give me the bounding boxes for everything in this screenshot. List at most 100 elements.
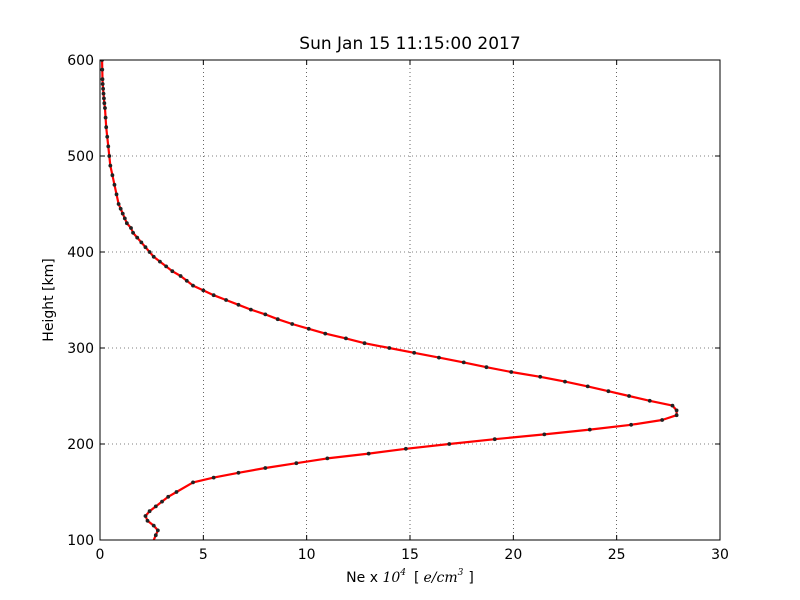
data-point bbox=[108, 163, 113, 168]
data-point bbox=[104, 125, 109, 130]
data-point bbox=[147, 250, 152, 254]
data-point bbox=[103, 115, 108, 120]
data-point bbox=[131, 230, 135, 235]
x-axis-label-prefix: Ne x bbox=[346, 570, 382, 586]
x-axis-label: Ne x 104 [e/cm3] bbox=[346, 568, 474, 586]
data-point bbox=[224, 298, 228, 302]
data-point bbox=[587, 427, 592, 432]
data-point bbox=[164, 264, 169, 269]
chart-title: Sun Jan 15 11:15:00 2017 bbox=[299, 34, 520, 54]
data-point bbox=[191, 283, 195, 288]
x-axis-label-unit: e/cm bbox=[423, 570, 457, 586]
data-point bbox=[158, 259, 162, 264]
data-point bbox=[184, 278, 189, 283]
data-point bbox=[211, 475, 216, 480]
data-point bbox=[447, 442, 452, 446]
data-point bbox=[461, 360, 466, 365]
data-point bbox=[403, 446, 408, 451]
data-point bbox=[166, 494, 171, 499]
data-point bbox=[135, 235, 140, 240]
data-point bbox=[100, 67, 105, 72]
data-point bbox=[492, 437, 497, 442]
y-tick-label: 300 bbox=[67, 341, 94, 357]
data-point bbox=[412, 350, 417, 355]
data-point bbox=[170, 269, 175, 274]
data-point bbox=[236, 302, 241, 307]
x-tick-label: 20 bbox=[504, 547, 522, 563]
x-tick-label: 15 bbox=[401, 547, 419, 563]
data-point bbox=[143, 514, 148, 518]
grid bbox=[100, 60, 720, 540]
x-tick-label: 25 bbox=[608, 547, 626, 563]
data-point bbox=[116, 202, 121, 206]
data-point bbox=[107, 154, 112, 158]
data-point bbox=[670, 403, 675, 408]
y-tick-label: 500 bbox=[67, 149, 94, 165]
data-point bbox=[151, 523, 156, 528]
data-point bbox=[114, 192, 119, 197]
y-tick-label: 600 bbox=[67, 53, 94, 69]
data-point bbox=[263, 466, 268, 470]
data-point bbox=[344, 336, 348, 341]
data-point bbox=[100, 82, 105, 86]
data-point bbox=[585, 384, 590, 389]
data-point bbox=[484, 365, 489, 370]
data-point bbox=[110, 173, 115, 178]
x-tick-label: 30 bbox=[711, 547, 729, 563]
data-point bbox=[323, 331, 328, 336]
data-point bbox=[647, 398, 652, 403]
data-point bbox=[102, 101, 107, 106]
data-point bbox=[103, 106, 107, 110]
series-layer bbox=[100, 60, 679, 540]
x-tick-label: 10 bbox=[298, 547, 316, 563]
data-point bbox=[538, 374, 543, 379]
x-axis-label-exponent: 4 bbox=[399, 568, 406, 578]
data-point bbox=[122, 216, 127, 221]
data-point bbox=[509, 370, 514, 374]
data-point bbox=[143, 245, 148, 250]
data-point bbox=[101, 86, 105, 91]
data-point bbox=[627, 394, 631, 398]
y-axis-label: Height [km] bbox=[41, 258, 57, 341]
data-point bbox=[674, 408, 679, 413]
data-point bbox=[629, 422, 634, 427]
data-point bbox=[118, 206, 123, 211]
data-point bbox=[366, 451, 371, 456]
data-point bbox=[248, 307, 253, 312]
data-point bbox=[325, 456, 330, 461]
x-axis-label-unit-close: ] bbox=[468, 570, 473, 586]
x-tick-label: 0 bbox=[96, 547, 105, 563]
data-point bbox=[101, 91, 106, 96]
y-tick-label: 200 bbox=[67, 437, 94, 453]
data-point bbox=[160, 499, 164, 504]
data-point bbox=[387, 346, 392, 350]
series-line bbox=[100, 60, 678, 540]
data-point bbox=[129, 226, 133, 230]
data-point bbox=[174, 490, 179, 494]
x-axis-label-unit-exponent: 3 bbox=[458, 568, 464, 578]
data-point bbox=[147, 509, 152, 514]
data-point bbox=[155, 528, 160, 533]
y-tick-label: 400 bbox=[67, 245, 94, 261]
data-point bbox=[106, 144, 111, 149]
data-point bbox=[191, 480, 195, 485]
data-point bbox=[178, 274, 183, 278]
x-tick-label: 5 bbox=[199, 547, 208, 563]
data-point bbox=[211, 293, 216, 298]
data-point bbox=[120, 211, 125, 216]
data-point bbox=[105, 134, 110, 139]
data-point bbox=[145, 518, 150, 523]
data-point bbox=[139, 240, 144, 245]
data-point bbox=[153, 504, 158, 509]
data-point bbox=[263, 312, 268, 317]
data-point bbox=[124, 221, 129, 226]
data-point bbox=[100, 77, 105, 82]
data-point bbox=[290, 322, 295, 326]
series-group bbox=[100, 60, 679, 540]
data-point bbox=[660, 418, 665, 422]
data-point bbox=[294, 461, 299, 466]
data-point bbox=[201, 288, 206, 293]
y-tick-label: 100 bbox=[67, 533, 94, 549]
